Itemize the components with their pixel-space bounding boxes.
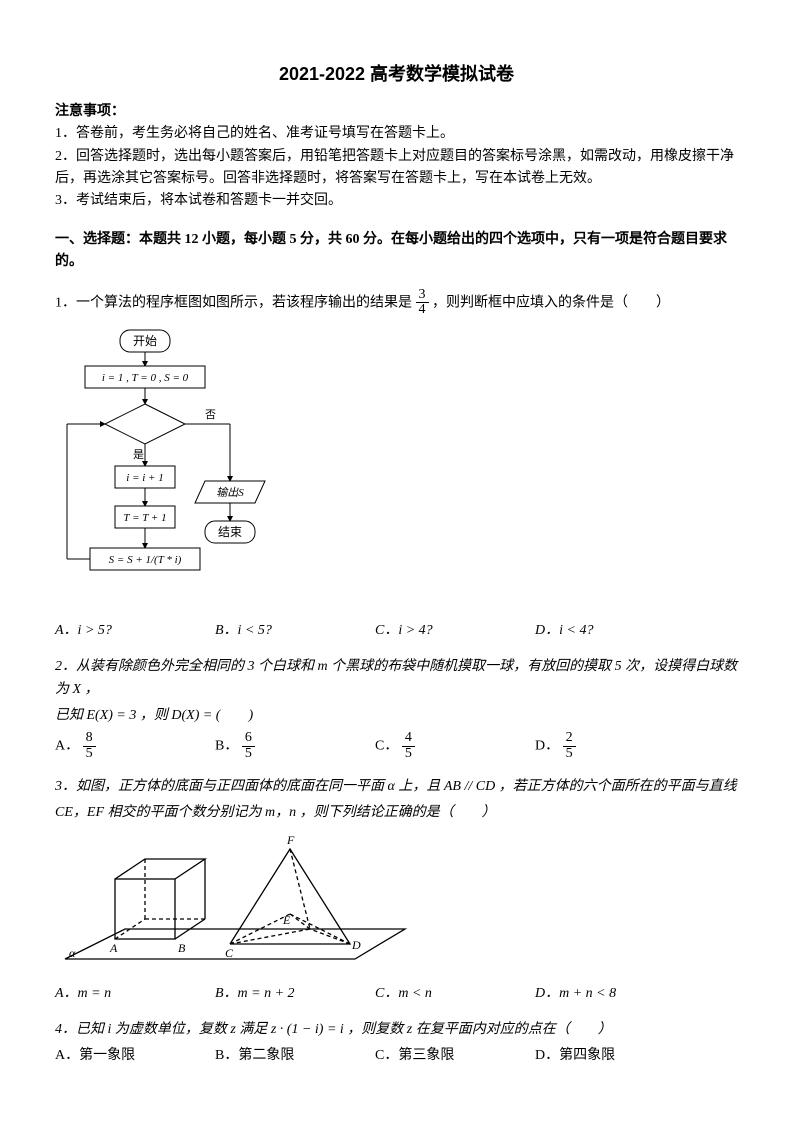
q1-options: A．i > 5? B．i < 5? C．i > 4? D．i < 4? xyxy=(55,620,738,642)
label-D: D xyxy=(351,938,361,952)
q1-stem-b: ，则判断框中应填入的条件是（ ） xyxy=(432,295,670,310)
q3-figure: α A B C xyxy=(55,829,738,979)
q1-opt-d: D．i < 4? xyxy=(535,620,695,642)
label-C: C xyxy=(225,946,234,960)
q3-opt-d: D．m + n < 8 xyxy=(535,983,695,1005)
flow-inc-i: i = i + 1 xyxy=(126,472,163,484)
q1-opt-c: C．i > 4? xyxy=(375,620,535,642)
question-2: 2．从装有除颜色外完全相同的 3 个白球和 m 个黑球的布袋中随机摸取一球，有放… xyxy=(55,656,738,762)
q2-c-num: 4 xyxy=(402,731,415,746)
q2-b-label: B． xyxy=(215,739,238,754)
q4-opt-a: A．第一象限 xyxy=(55,1045,215,1067)
q1-frac-den: 4 xyxy=(416,302,429,318)
q2-opt-a: A． 85 xyxy=(55,731,215,761)
q3-opt-c: C．m < n xyxy=(375,983,535,1005)
q2-d-label: D． xyxy=(535,739,559,754)
q2-b-den: 5 xyxy=(242,746,255,762)
q4-opt-c: C．第三象限 xyxy=(375,1045,535,1067)
q1-fraction: 3 4 xyxy=(416,288,429,318)
flow-inc-t: T = T + 1 xyxy=(123,512,166,524)
notice-2: 2．回答选择题时，选出每小题答案后，用铅笔把答题卡上对应题目的答案标号涂黑，如需… xyxy=(55,146,738,191)
flow-end: 结束 xyxy=(218,525,242,539)
label-F: F xyxy=(286,833,295,847)
flow-no: 否 xyxy=(205,409,216,421)
label-A: A xyxy=(109,941,118,955)
q2-a-label: A． xyxy=(55,739,79,754)
question-3: 3．如图，正方体的底面与正四面体的底面在同一平面 α 上，且 AB // CD … xyxy=(55,776,738,1005)
q2-d-den: 5 xyxy=(563,746,576,762)
q2-stem-b: 已知 E(X) = 3 ，则 D(X) = ( ) xyxy=(55,708,253,723)
flow-start: 开始 xyxy=(133,334,157,348)
q4-opt-b: B．第二象限 xyxy=(215,1045,375,1067)
q2-d-num: 2 xyxy=(563,731,576,746)
label-B: B xyxy=(178,941,186,955)
q4-opt-d: D．第四象限 xyxy=(535,1045,695,1067)
q2-a-num: 8 xyxy=(83,731,96,746)
q2-opt-d: D． 25 xyxy=(535,731,695,761)
flow-yes: 是 xyxy=(133,448,144,461)
q1-opt-b: B．i < 5? xyxy=(215,620,375,642)
label-alpha: α xyxy=(69,946,76,960)
notice-3: 3．考试结束后，将本试卷和答题卡一并交回。 xyxy=(55,190,738,212)
flow-update-s: S = S + 1/(T * i) xyxy=(109,554,182,566)
page-title: 2021-2022 高考数学模拟试卷 xyxy=(55,60,738,89)
q1-stem-a: 1．一个算法的程序框图如图所示，若该程序输出的结果是 xyxy=(55,295,412,310)
notice-1: 1．答卷前，考生务必将自己的姓名、准考证号填写在答题卡上。 xyxy=(55,123,738,145)
q2-c-label: C． xyxy=(375,739,398,754)
q1-frac-num: 3 xyxy=(416,288,429,303)
label-E: E xyxy=(282,913,291,927)
flow-out: 输出S xyxy=(216,486,244,499)
q3-options: A．m = n B．m = n + 2 C．m < n D．m + n < 8 xyxy=(55,983,738,1005)
section-1-heading: 一、选择题：本题共 12 小题，每小题 5 分，共 60 分。在每小题给出的四个… xyxy=(55,229,738,274)
q3-stem-a: 3．如图，正方体的底面与正四面体的底面在同一平面 α 上，且 AB // CD … xyxy=(55,779,737,794)
q1-opt-a: A．i > 5? xyxy=(55,620,215,642)
notice-label: 注意事项： xyxy=(55,101,738,123)
flow-init: i = 1 , T = 0 , S = 0 xyxy=(102,372,189,384)
q2-options: A． 85 B． 65 C． 45 D． 25 xyxy=(55,731,738,761)
question-4: 4．已知 i 为虚数单位，复数 z 满足 z · (1 − i) = i ，则复… xyxy=(55,1019,738,1068)
question-1: 1．一个算法的程序框图如图所示，若该程序输出的结果是 3 4 ，则判断框中应填入… xyxy=(55,288,738,643)
q1-flowchart: 开始 i = 1 , T = 0 , S = 0 是 否 输出S 结束 i xyxy=(55,326,738,616)
q2-a-den: 5 xyxy=(83,746,96,762)
q3-stem-b: CE，EF 相交的平面个数分别记为 m，n ，则下列结论正确的是（ ） xyxy=(55,805,496,820)
q2-opt-b: B． 65 xyxy=(215,731,375,761)
q2-opt-c: C． 45 xyxy=(375,731,535,761)
q2-stem-a: 2．从装有除颜色外完全相同的 3 个白球和 m 个黑球的布袋中随机摸取一球，有放… xyxy=(55,659,737,696)
q3-opt-a: A．m = n xyxy=(55,983,215,1005)
q4-options: A．第一象限 B．第二象限 C．第三象限 D．第四象限 xyxy=(55,1045,738,1067)
q2-b-num: 6 xyxy=(242,731,255,746)
q3-opt-b: B．m = n + 2 xyxy=(215,983,375,1005)
q2-c-den: 5 xyxy=(402,746,415,762)
q4-stem: 4．已知 i 为虚数单位，复数 z 满足 z · (1 − i) = i ，则复… xyxy=(55,1022,612,1037)
